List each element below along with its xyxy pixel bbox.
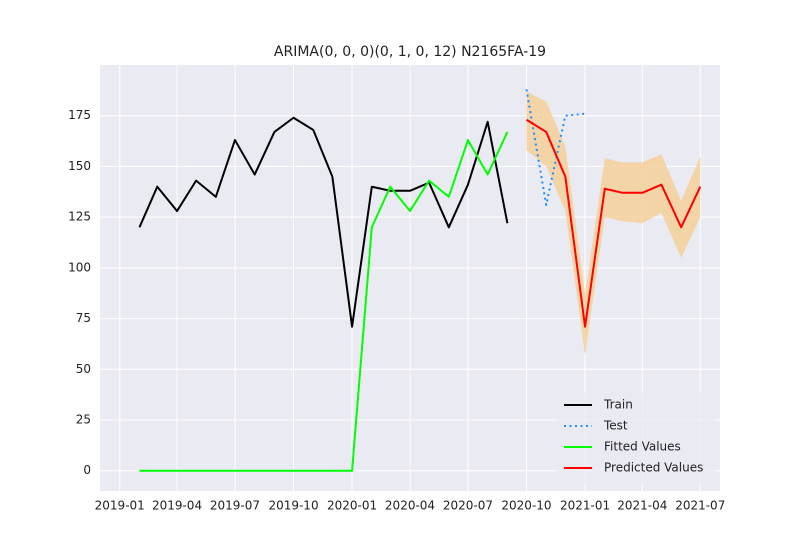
chart-title: ARIMA(0, 0, 0)(0, 1, 0, 12) N2165FA-19 (274, 44, 546, 60)
legend-label: Fitted Values (604, 440, 681, 454)
x-tick-label: 2019-04 (152, 499, 202, 513)
confidence-band (526, 91, 701, 356)
series-line (525, 118, 702, 328)
y-tick-label: 50 (76, 362, 91, 376)
x-tick-label: 2019-07 (210, 499, 260, 513)
x-tick-label: 2020-01 (327, 499, 377, 513)
x-tick-label: 2020-10 (501, 499, 551, 513)
y-tick-label: 150 (68, 159, 91, 173)
x-tick-label: 2020-07 (443, 499, 493, 513)
y-tick-label: 25 (76, 413, 91, 427)
legend-label: Train (603, 398, 633, 412)
legend-box (556, 393, 716, 485)
x-tick-label: 2021-01 (560, 499, 610, 513)
legend-label: Predicted Values (604, 461, 703, 475)
x-tick-label: 2019-10 (268, 499, 318, 513)
y-tick-label: 125 (68, 210, 91, 224)
y-tick-label: 100 (68, 260, 91, 274)
series-line (139, 131, 509, 472)
x-tick-label: 2020-04 (385, 499, 435, 513)
series-line (138, 116, 509, 328)
y-tick-label: 175 (68, 108, 91, 122)
x-tick-label: 2021-04 (617, 499, 667, 513)
x-tick-label: 2019-01 (95, 499, 145, 513)
x-tick-label: 2021-07 (675, 499, 725, 513)
y-tick-label: 0 (83, 463, 91, 477)
legend-label: Test (603, 419, 628, 433)
y-tick-label: 75 (76, 311, 91, 325)
